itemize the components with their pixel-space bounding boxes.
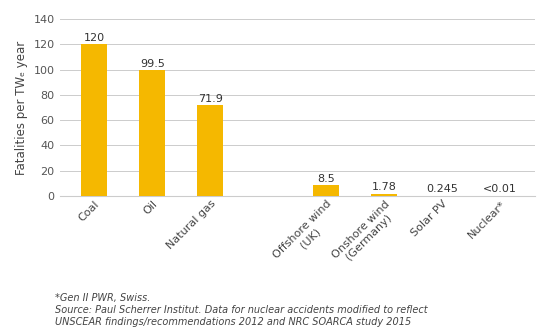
Bar <box>197 105 223 196</box>
Text: 71.9: 71.9 <box>198 93 223 104</box>
Text: 1.78: 1.78 <box>372 182 397 192</box>
Text: 120: 120 <box>84 33 105 43</box>
Text: 8.5: 8.5 <box>317 174 335 183</box>
Text: 99.5: 99.5 <box>140 59 165 69</box>
Bar <box>371 194 397 196</box>
Bar <box>81 44 107 196</box>
Text: *Gen II PWR, Swiss.
Source: Paul Scherrer Institut. Data for nuclear accidents m: *Gen II PWR, Swiss. Source: Paul Scherre… <box>55 293 428 327</box>
Bar <box>139 70 166 196</box>
Y-axis label: Fatalities per TWₑ year: Fatalities per TWₑ year <box>15 40 28 175</box>
Text: <0.01: <0.01 <box>483 184 517 194</box>
Text: 0.245: 0.245 <box>426 184 458 194</box>
Bar <box>313 185 339 196</box>
